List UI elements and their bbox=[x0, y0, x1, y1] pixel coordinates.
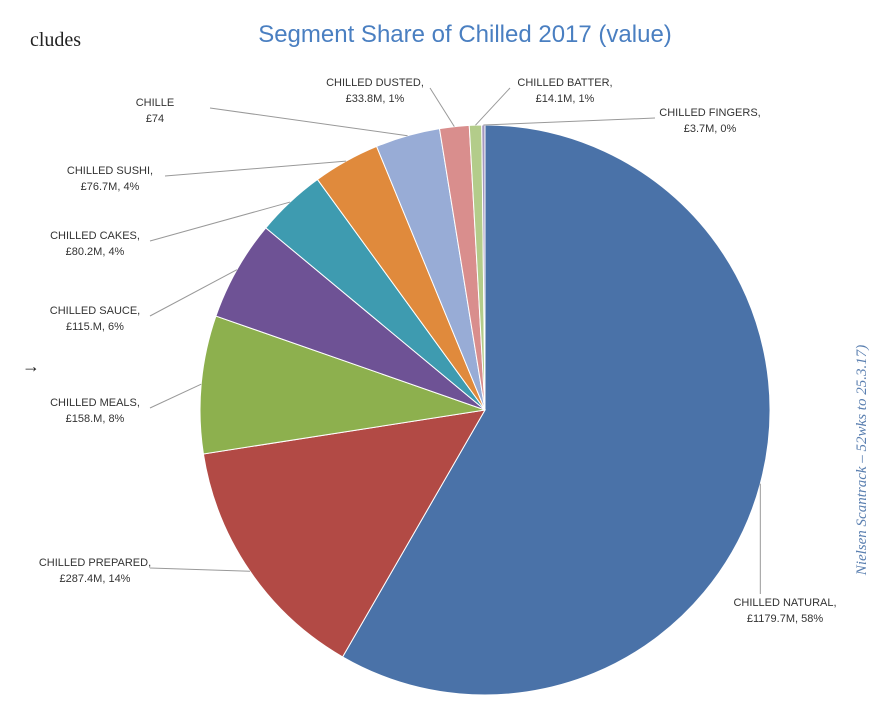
leader-line bbox=[429, 87, 455, 127]
data-label: CHILLED NATURAL, £1179.7M, 58% bbox=[733, 597, 836, 625]
leader-line bbox=[149, 201, 291, 242]
category-label: CHILLE bbox=[136, 97, 175, 109]
leader-line bbox=[475, 87, 511, 126]
category-label: CHILLED FINGERS, bbox=[659, 107, 760, 119]
data-label: CHILLED CAKES, £80.2M, 4% bbox=[50, 230, 140, 258]
value-label: £74 bbox=[146, 113, 164, 125]
source-note: Nielsen Scantrack – 52wks to 25.3.17) bbox=[854, 345, 870, 576]
category-label: CHILLED CAKES, bbox=[50, 230, 140, 242]
category-label: CHILLED PREPARED, bbox=[39, 557, 151, 569]
value-label: £115.M, 6% bbox=[66, 321, 124, 333]
data-label: CHILLED SAUCE, £115.M, 6% bbox=[50, 305, 140, 333]
leader-line bbox=[483, 117, 656, 126]
value-label: £80.2M, 4% bbox=[66, 246, 125, 258]
value-label: £1179.7M, 58% bbox=[747, 613, 823, 625]
value-label: £3.7M, 0% bbox=[684, 123, 737, 135]
value-label: £14.1M, 1% bbox=[536, 93, 595, 105]
category-label: CHILLED DUSTED, bbox=[326, 77, 424, 89]
leader-line bbox=[149, 567, 250, 572]
value-label: £287.4M, 14% bbox=[60, 573, 131, 585]
value-label: £33.8M, 1% bbox=[346, 93, 405, 105]
data-label: CHILLED BATTER, £14.1M, 1% bbox=[517, 77, 612, 105]
data-label: CHILLED PREPARED, £287.4M, 14% bbox=[39, 557, 151, 585]
leader-line bbox=[209, 107, 408, 137]
leader-line bbox=[149, 269, 238, 317]
category-label: CHILLED MEALS, bbox=[50, 397, 140, 409]
data-label: CHILLED FINGERS, £3.7M, 0% bbox=[659, 107, 760, 135]
category-label: CHILLED SAUCE, bbox=[50, 305, 140, 317]
chart-title: Segment Share of Chilled 2017 (value) bbox=[258, 21, 672, 48]
value-label: £158.M, 8% bbox=[66, 413, 125, 425]
data-label: CHILLE £74 bbox=[136, 97, 175, 125]
pie-slice bbox=[202, 409, 486, 658]
data-label: CHILLED SUSHI, £76.7M, 4% bbox=[67, 165, 153, 193]
data-label: CHILLED DUSTED, £33.8M, 1% bbox=[326, 77, 424, 105]
pie-slice bbox=[341, 124, 771, 696]
annotation: cludes bbox=[30, 29, 81, 51]
annotation: → bbox=[22, 356, 40, 376]
category-label: CHILLED BATTER, bbox=[517, 77, 612, 89]
pie-slice bbox=[199, 315, 486, 455]
leader-line bbox=[164, 160, 347, 177]
category-label: CHILLED SUSHI, bbox=[67, 165, 153, 177]
category-label: CHILLED NATURAL, bbox=[733, 597, 836, 609]
value-label: £76.7M, 4% bbox=[81, 181, 140, 193]
leader-line bbox=[149, 383, 202, 409]
data-label: CHILLED MEALS, £158.M, 8% bbox=[50, 397, 140, 425]
